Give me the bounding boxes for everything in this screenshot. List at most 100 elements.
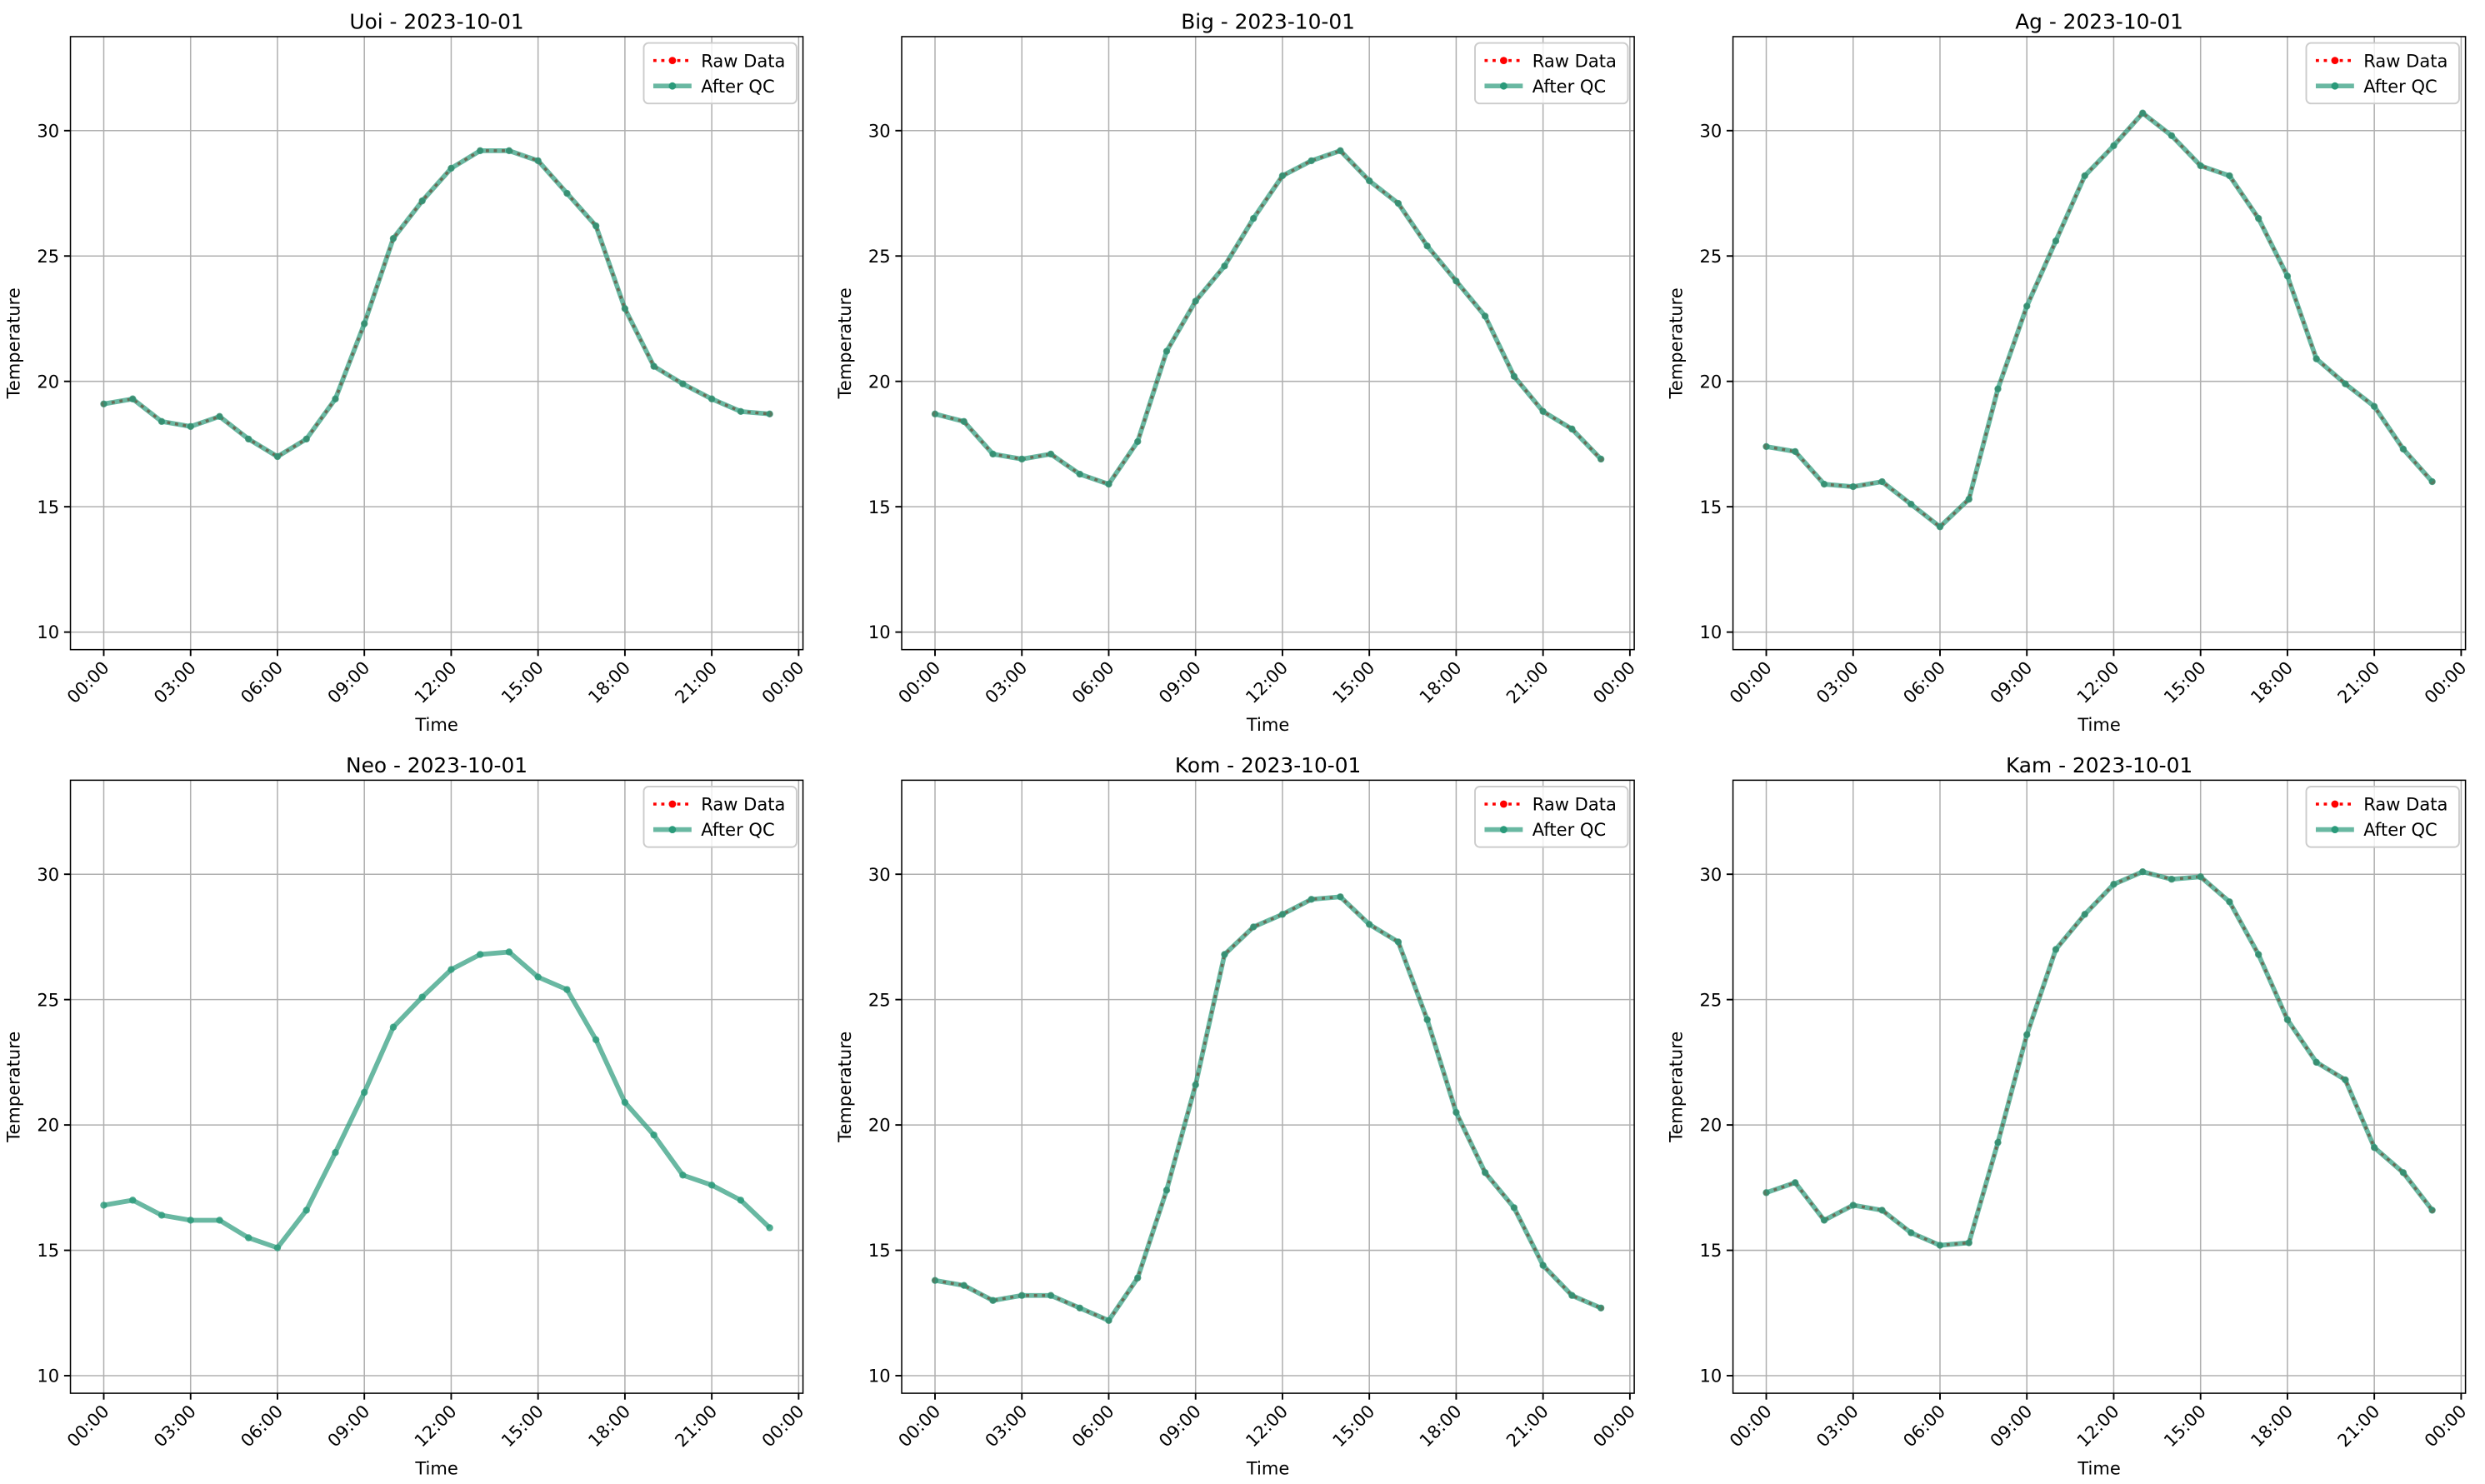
qc-point: [2197, 873, 2204, 881]
legend-marker: [1499, 82, 1508, 90]
qc-point: [1308, 157, 1315, 165]
qc-point: [476, 147, 484, 155]
y-axis-label: Temperature: [2, 1032, 23, 1143]
qc-point: [187, 1217, 194, 1224]
qc-point: [1047, 450, 1055, 458]
qc-point: [505, 948, 513, 956]
chart-title: Ag - 2023-10-01: [2015, 9, 2183, 33]
qc-point: [737, 407, 745, 416]
x-tick-label: 09:00: [1154, 1401, 1205, 1452]
qc-point: [129, 1197, 137, 1204]
qc-point: [1221, 262, 1228, 270]
legend-marker: [2331, 57, 2339, 65]
qc-point: [2168, 132, 2176, 140]
x-tick-label: 15:00: [1328, 1401, 1379, 1452]
qc-point: [708, 395, 716, 402]
qc-point: [2254, 214, 2262, 222]
qc-line: [934, 147, 1603, 487]
x-tick-label: 18:00: [2247, 657, 2298, 707]
qc-point: [2428, 1207, 2436, 1214]
qc-point: [960, 1282, 968, 1289]
qc-point: [505, 147, 513, 155]
subplot: 10 15 20 25 30 00:00 03:00 06:00 09:00 12:00 15:00…: [834, 9, 1639, 735]
legend-label: Raw Data: [701, 794, 785, 815]
x-tick-label: 00:00: [1589, 1401, 1640, 1452]
x-tick-label: 00:00: [2420, 1401, 2471, 1452]
qc-point: [1792, 447, 1799, 456]
qc-point: [1597, 455, 1605, 463]
qc-point: [534, 157, 542, 165]
subplot: 10 15 20 25 30 00:00 03:00 06:00 09:00 12:00 15:00…: [2, 753, 808, 1479]
x-tick-label: 21:00: [2333, 657, 2384, 707]
qc-point: [1018, 1292, 1026, 1299]
qc-point: [1337, 893, 1344, 901]
qc-point: [476, 951, 484, 958]
qc-point: [766, 410, 773, 418]
x-tick-label: 21:00: [671, 1401, 722, 1452]
qc-point: [679, 380, 687, 387]
x-tick-label: 18:00: [584, 1401, 635, 1452]
x-tick-label: 03:00: [1812, 1401, 1862, 1452]
qc-point: [360, 320, 368, 327]
qc-point: [2139, 867, 2147, 876]
legend-marker: [1499, 800, 1508, 808]
qc-point: [1394, 199, 1402, 207]
qc-point: [1481, 312, 1489, 320]
x-tick-label: 15:00: [497, 1401, 548, 1452]
qc-point: [332, 1149, 339, 1157]
qc-point: [766, 1224, 773, 1232]
qc-point: [187, 422, 194, 431]
qc-point: [1192, 1081, 1199, 1089]
legend: Raw Data After QC: [642, 786, 798, 848]
plot-frame: [69, 779, 804, 1394]
qc-point: [1105, 1317, 1112, 1325]
subplot: 10 15 20 25 30 00:00 03:00 06:00 09:00 12:00 15:00…: [1665, 753, 2470, 1479]
subplot: 10 15 20 25 30 00:00 03:00 06:00 09:00 12:00 15:00…: [834, 753, 1639, 1479]
y-tick-label: 30: [868, 120, 891, 141]
x-tick-label: 03:00: [981, 657, 1032, 707]
x-tick-label: 06:00: [1899, 657, 1950, 707]
y-tick-label: 30: [868, 864, 891, 885]
x-axis-label: Time: [1246, 714, 1289, 735]
qc-point: [1568, 1292, 1576, 1299]
raw-line: [1766, 111, 2433, 529]
qc-point: [1908, 1229, 1915, 1237]
x-tick-label: 00:00: [62, 1401, 113, 1452]
qc-line: [934, 894, 1602, 1324]
qc-point: [2023, 1031, 2031, 1038]
raw-line: [934, 895, 1602, 1322]
plot-frame: [901, 36, 1635, 651]
qc-point: [1597, 1304, 1605, 1312]
qc-point: [1792, 1179, 1799, 1187]
qc-point: [1878, 1207, 1886, 1214]
qc-point: [1423, 1016, 1431, 1023]
x-tick-label: 06:00: [1899, 1401, 1950, 1452]
x-tick-label: 12:00: [2072, 1401, 2123, 1452]
qc-point: [1510, 372, 1518, 380]
legend: Raw Data After QC: [642, 42, 798, 105]
y-tick-label: 15: [37, 1240, 59, 1261]
qc-point: [1221, 951, 1228, 958]
subplot: 10 15 20 25 30 00:00 03:00 06:00 09:00 12:00 15:00…: [1665, 9, 2470, 735]
qc-point: [2052, 237, 2060, 245]
x-tick-label: 09:00: [323, 657, 374, 707]
legend-marker: [1499, 57, 1508, 65]
legend-label: After QC: [1532, 819, 1606, 840]
x-tick-label: 00:00: [1725, 657, 1776, 707]
qc-point: [360, 1088, 368, 1097]
x-axis-label: Time: [1246, 1458, 1289, 1479]
qc-point: [1908, 500, 1915, 508]
qc-point: [2342, 380, 2349, 387]
x-tick-label: 06:00: [237, 1401, 288, 1452]
x-tick-label: 03:00: [149, 1401, 200, 1452]
legend-label: Raw Data: [2363, 50, 2448, 71]
qc-point: [1936, 1242, 1944, 1249]
qc-point: [1762, 1189, 1770, 1197]
qc-point: [448, 164, 455, 172]
qc-point: [2023, 302, 2031, 310]
x-tick-label: 06:00: [237, 657, 288, 707]
plot-frame: [1732, 779, 2467, 1394]
legend: Raw Data After QC: [1474, 786, 1629, 848]
legend-label: Raw Data: [1532, 50, 1617, 71]
legend-marker: [2331, 800, 2339, 808]
